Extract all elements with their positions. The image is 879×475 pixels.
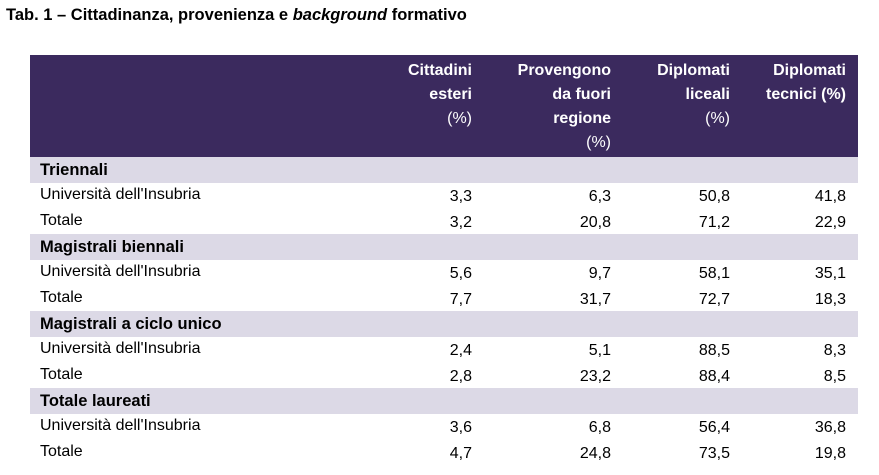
table-row: Totale 7,7 31,7 72,7 18,3 [30, 286, 858, 312]
section-header-magistrali-ciclo-unico: Magistrali a ciclo unico [30, 311, 858, 337]
section-header-triennali: Triennali [30, 157, 858, 183]
column-header-diplomati-liceali: Diplomati liceali (%) [620, 59, 730, 131]
row-label: Totale [40, 442, 83, 460]
cell-diplomati-liceali: 73,5 [698, 444, 730, 462]
cell-provengono: 6,8 [588, 419, 611, 436]
row-label: Università dell'Insubria [40, 263, 201, 280]
cell-cittadini-esteri: 3,6 [449, 419, 472, 436]
cell-diplomati-tecnici: 8,3 [823, 342, 846, 359]
cell-diplomati-liceali: 50,8 [698, 188, 730, 205]
section-header-magistrali-biennali: Magistrali biennali [30, 234, 858, 260]
table-title-prefix: Tab. 1 – Cittadinanza, provenienza e [6, 6, 293, 24]
column-header-provengono: Provengono da fuori regione (%) [481, 59, 611, 155]
row-label: Università dell'Insubria [40, 417, 201, 434]
cell-cittadini-esteri: 2,4 [449, 342, 472, 359]
cell-diplomati-tecnici: 22,9 [814, 213, 846, 231]
column-header-diplomati-tecnici: Diplomati tecnici (%) [736, 59, 846, 107]
column-header-line: esteri [429, 86, 472, 103]
cell-diplomati-liceali: 58,1 [698, 265, 730, 282]
cell-provengono: 20,8 [579, 213, 611, 231]
row-label: Totale [40, 211, 83, 229]
column-header-line: regione [553, 110, 611, 127]
table-row: Università dell'Insubria 3,3 6,3 50,8 41… [30, 183, 858, 209]
cell-diplomati-tecnici: 35,1 [814, 265, 846, 282]
column-header-line: liceali [685, 86, 730, 103]
cell-diplomati-liceali: 72,7 [698, 290, 730, 308]
cell-diplomati-tecnici: 36,8 [814, 419, 846, 436]
column-header-line: Cittadini [408, 62, 472, 79]
cell-diplomati-tecnici: 18,3 [814, 290, 846, 308]
table-header: Cittadini esteri (%) Provengono da fuori… [30, 55, 858, 157]
column-header-line: Diplomati [657, 62, 730, 79]
column-header-line: (%) [705, 110, 730, 127]
cell-diplomati-liceali: 56,4 [698, 419, 730, 436]
table-row: Totale 4,7 24,8 73,5 19,8 [30, 440, 858, 466]
column-header-line: (%) [447, 110, 472, 127]
column-header-cittadini-esteri: Cittadini esteri (%) [372, 59, 472, 131]
cell-cittadini-esteri: 3,2 [449, 213, 472, 231]
data-table: Cittadini esteri (%) Provengono da fuori… [30, 55, 858, 465]
cell-provengono: 6,3 [588, 188, 611, 205]
column-header-line: da fuori [552, 86, 611, 103]
cell-cittadini-esteri: 3,3 [449, 188, 472, 205]
table-row: Università dell'Insubria 3,6 6,8 56,4 36… [30, 414, 858, 440]
cell-diplomati-tecnici: 41,8 [814, 188, 846, 205]
cell-cittadini-esteri: 7,7 [449, 290, 472, 308]
table-row: Totale 2,8 23,2 88,4 8,5 [30, 363, 858, 389]
table-title: Tab. 1 – Cittadinanza, provenienza e bac… [6, 6, 467, 25]
cell-diplomati-tecnici: 8,5 [823, 367, 846, 385]
cell-provengono: 23,2 [579, 367, 611, 385]
cell-diplomati-liceali: 71,2 [698, 213, 730, 231]
row-label: Università dell'Insubria [40, 340, 201, 357]
column-header-line: Provengono [517, 62, 611, 79]
cell-provengono: 9,7 [588, 265, 611, 282]
table-title-suffix: formativo [387, 6, 467, 24]
column-header-line: (%) [586, 134, 611, 151]
cell-cittadini-esteri: 4,7 [449, 444, 472, 462]
table-title-emphasis: background [292, 6, 388, 24]
table-row: Università dell'Insubria 2,4 5,1 88,5 8,… [30, 337, 858, 363]
cell-cittadini-esteri: 5,6 [449, 265, 472, 282]
row-label: Totale [40, 288, 83, 306]
cell-provengono: 24,8 [579, 444, 611, 462]
cell-cittadini-esteri: 2,8 [449, 367, 472, 385]
cell-diplomati-liceali: 88,5 [698, 342, 730, 359]
cell-provengono: 31,7 [579, 290, 611, 308]
column-header-line: Diplomati [773, 62, 846, 79]
row-label: Totale [40, 365, 83, 383]
row-label: Università dell'Insubria [40, 186, 201, 203]
cell-diplomati-tecnici: 19,8 [814, 444, 846, 462]
cell-provengono: 5,1 [588, 342, 611, 359]
section-header-totale-laureati: Totale laureati [30, 388, 858, 414]
table-row: Totale 3,2 20,8 71,2 22,9 [30, 209, 858, 235]
cell-diplomati-liceali: 88,4 [698, 367, 730, 385]
table-row: Università dell'Insubria 5,6 9,7 58,1 35… [30, 260, 858, 286]
column-header-line: tecnici (%) [765, 86, 846, 103]
